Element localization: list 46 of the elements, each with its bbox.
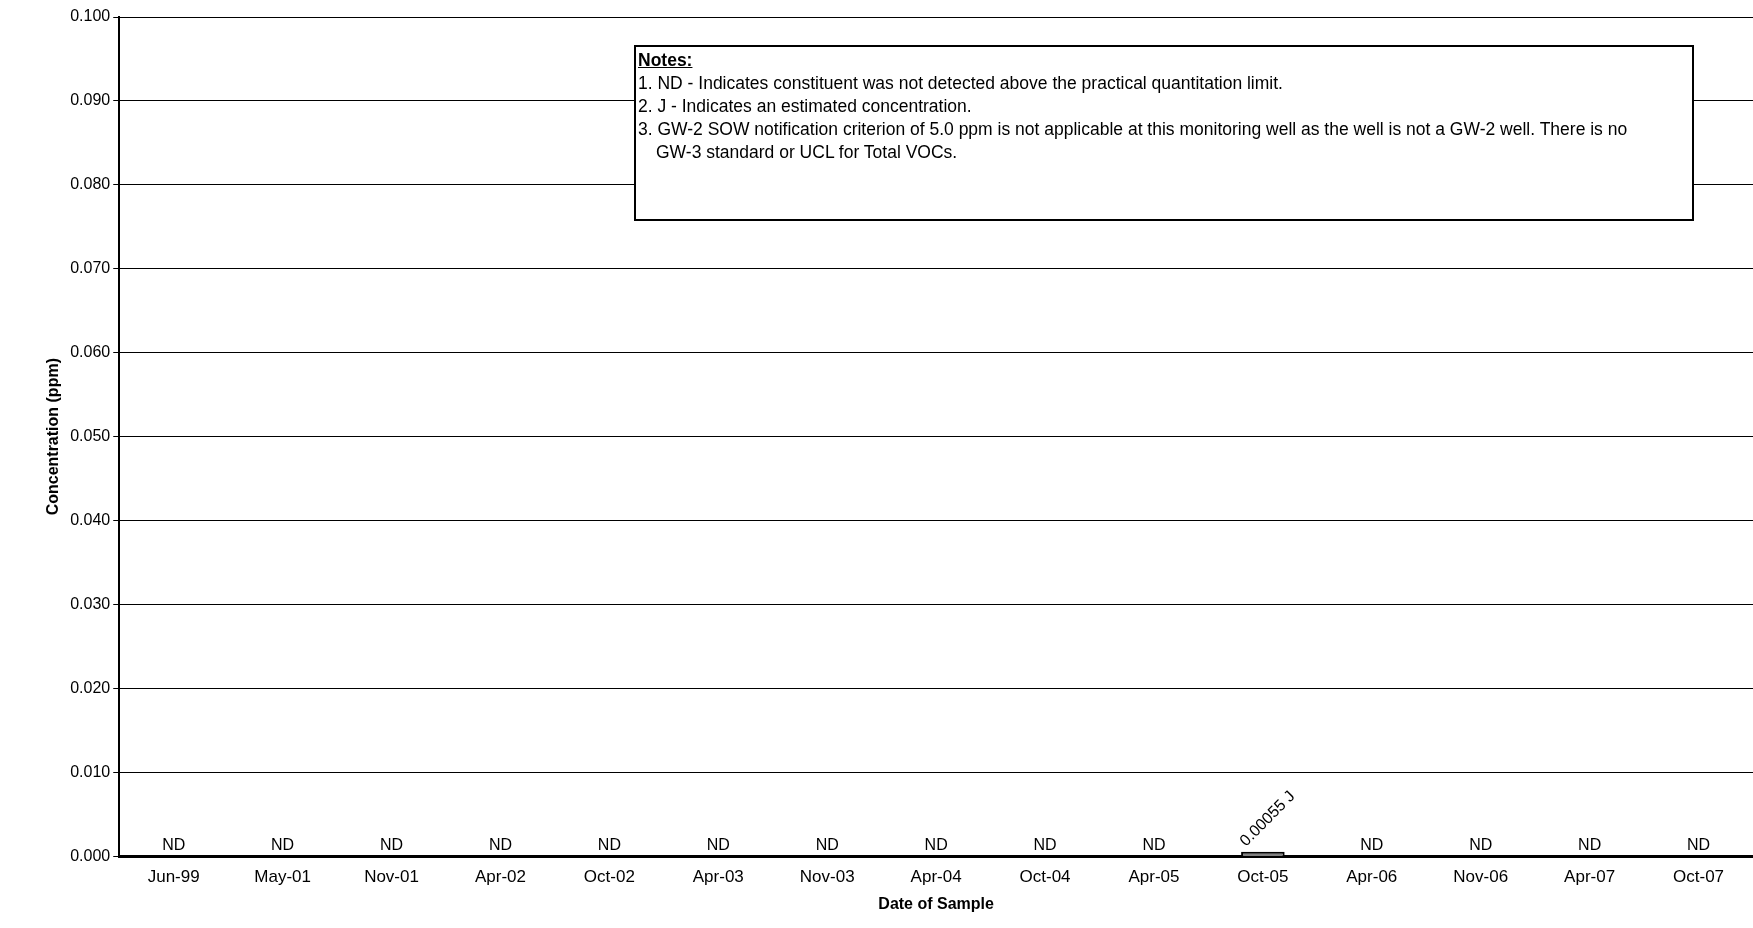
x-tick-label: Nov-03 xyxy=(799,867,855,887)
y-tick-label: 0.030 xyxy=(70,594,111,612)
y-tick-label: 0.040 xyxy=(70,511,111,529)
x-tick-label: Jun-99 xyxy=(147,867,200,887)
text: ND xyxy=(924,835,948,853)
annotation: 3. GW-2 SOW notification criterion of 5.0 ppm is not applicable at this monitoring well as the well is not a GW-2 well. There is no GW-3 standard or UCL for Total VOCs. xyxy=(638,118,1629,164)
text: ND xyxy=(162,835,186,853)
text: ND xyxy=(1360,835,1384,853)
x-tick-label: Apr-07 xyxy=(1564,867,1616,887)
x-tick-label: Apr-05 xyxy=(1128,867,1180,887)
text: ND xyxy=(1686,835,1711,853)
y-tick-label: 0.020 xyxy=(70,678,111,696)
x-tick-label: Oct-07 xyxy=(1673,867,1725,887)
x-tick-label: May-01 xyxy=(254,867,311,887)
x-tick-label: Oct-05 xyxy=(1237,867,1289,887)
text: ND xyxy=(706,835,730,853)
y-tick-label: 0.070 xyxy=(70,259,111,277)
x-tick-label: Apr-02 xyxy=(474,867,526,887)
y-tick-label: 0.060 xyxy=(70,343,111,361)
annotation: Notes: xyxy=(638,49,694,72)
x-tick-label: Nov-01 xyxy=(364,867,419,887)
x-axis-title: Date of Sample xyxy=(878,894,995,912)
y-tick-label: 0.000 xyxy=(70,846,111,864)
text: ND xyxy=(1469,835,1493,853)
x-tick-label: Oct-04 xyxy=(1019,867,1071,887)
y-axis-title: Concentration (ppm) xyxy=(44,358,62,516)
x-tick-label: Apr-03 xyxy=(692,867,744,887)
x-tick-label: Apr-04 xyxy=(910,867,962,887)
text: ND xyxy=(1033,835,1057,853)
text: ND xyxy=(488,835,512,853)
y-tick-label: 0.010 xyxy=(70,762,111,780)
text: ND xyxy=(597,835,621,853)
annotation: 1. ND - Indicates constituent was not detected above the practical quantitation limit. xyxy=(638,72,1284,95)
text: ND xyxy=(815,835,839,853)
x-tick-label: Apr-06 xyxy=(1346,867,1398,887)
x-tick-label: Nov-06 xyxy=(1453,867,1509,887)
y-tick-label: 0.050 xyxy=(70,427,111,445)
text: ND xyxy=(1578,835,1602,853)
text: ND xyxy=(379,835,404,853)
text: ND xyxy=(1142,835,1166,853)
text: ND xyxy=(271,835,295,853)
x-tick-label: Oct-02 xyxy=(583,867,635,887)
y-tick-label: 0.100 xyxy=(70,7,111,25)
y-tick-label: 0.090 xyxy=(70,91,111,109)
y-tick-label: 0.080 xyxy=(70,175,111,193)
annotation: 2. J - Indicates an estimated concentration. xyxy=(638,95,973,118)
